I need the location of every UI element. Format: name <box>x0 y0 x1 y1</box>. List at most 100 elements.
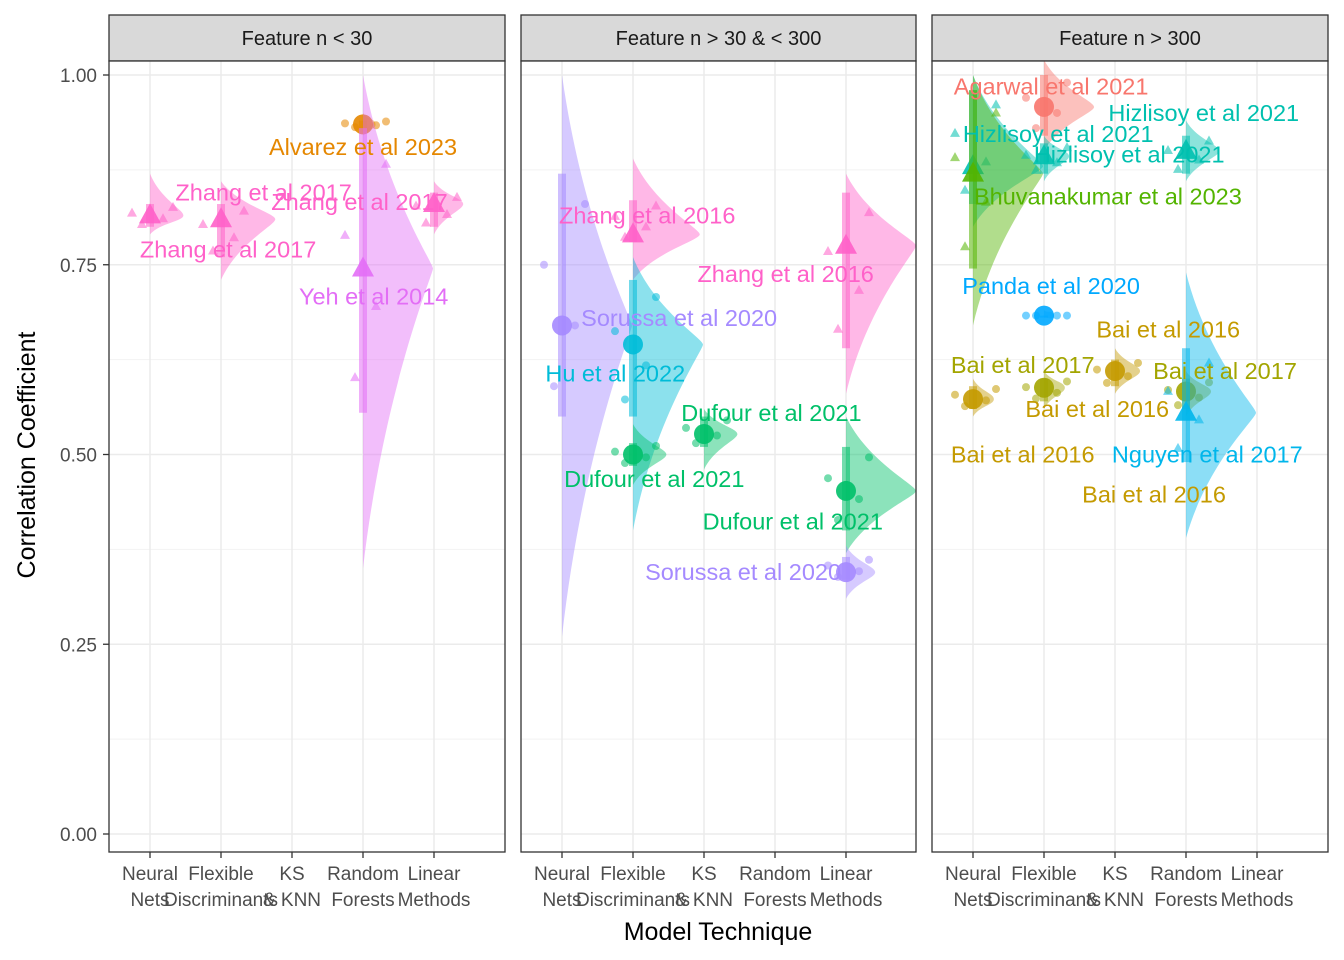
study-label: Bai et al 2016 <box>951 442 1095 468</box>
raw-point <box>1174 401 1182 410</box>
x-tick-label: Linear <box>1231 864 1284 885</box>
study-label: Hizlisoy et al 2021 <box>1034 142 1225 168</box>
mean-point <box>835 233 857 254</box>
study-label: Hizlisoy et al 2021 <box>963 121 1154 147</box>
mean-point <box>1105 361 1125 382</box>
raw-point <box>960 184 970 194</box>
x-tick-label: KS <box>1102 864 1127 885</box>
x-tick-label: Random <box>739 864 811 885</box>
study-label: Zhang et al 2016 <box>559 202 735 228</box>
raw-point <box>833 323 843 333</box>
violin-shape <box>1115 348 1141 394</box>
study-label: Bai et al 2016 <box>1096 316 1240 342</box>
raw-point <box>960 241 970 251</box>
study-label: Bai et al 2017 <box>1153 358 1297 384</box>
y-tick-label: 1.00 <box>60 66 97 87</box>
violin-shape <box>633 257 703 531</box>
mean-point <box>962 161 984 182</box>
raw-point <box>652 441 660 450</box>
study-label: Bhuvanakumar et al 2023 <box>974 183 1242 209</box>
mean-point <box>836 562 856 583</box>
violin-shape <box>846 173 916 394</box>
study-label: Panda et al 2020 <box>962 273 1140 299</box>
raw-point <box>723 416 731 425</box>
study-label: Bai et al 2017 <box>951 352 1095 378</box>
raw-point <box>641 221 651 231</box>
mean-point <box>836 480 856 501</box>
raw-point <box>854 284 864 294</box>
plot-background <box>109 61 505 852</box>
violin-shape <box>973 75 1043 326</box>
study-label: Sorussa et al 2020 <box>581 305 777 331</box>
facet-title: Feature n > 300 <box>1059 28 1201 50</box>
study-label: Alvarez et al 2023 <box>269 134 457 160</box>
raw-point <box>1134 358 1142 367</box>
x-tick-label: Forests <box>331 890 394 911</box>
raw-point <box>1173 163 1183 173</box>
raw-point <box>950 127 960 137</box>
study-label: Bai et al 2016 <box>1025 396 1169 422</box>
study-label: Zhang et al 2016 <box>697 261 873 287</box>
study-label: Zhang et al 2017 <box>271 189 447 215</box>
raw-point <box>158 213 168 223</box>
x-tick-label: Forests <box>1154 890 1217 911</box>
violin-shape <box>704 408 738 470</box>
mean-point <box>694 424 714 445</box>
raw-point <box>168 201 178 211</box>
raw-point <box>350 372 360 382</box>
violin-shape <box>562 75 632 637</box>
raw-point <box>452 191 462 201</box>
plot-background <box>932 61 1328 852</box>
x-tick-label: Nets <box>953 890 992 911</box>
panel-border <box>108 60 506 853</box>
raw-point <box>611 447 619 456</box>
study-label: Nguyen et al 2017 <box>1112 442 1303 468</box>
interval-bar <box>629 200 637 242</box>
mean-point <box>622 222 644 243</box>
facet-title: Feature n > 30 & < 300 <box>616 28 822 50</box>
x-tick-label: Nets <box>542 890 581 911</box>
raw-point <box>865 555 873 564</box>
raw-point <box>855 495 863 504</box>
x-tick-label: Discriminants <box>576 890 690 911</box>
y-tick-label: 0.25 <box>60 635 97 656</box>
raw-point <box>1204 357 1214 367</box>
raw-point <box>1173 442 1183 452</box>
mean-point <box>1034 305 1054 326</box>
mean-point <box>1034 96 1054 117</box>
violin-shape <box>1186 272 1256 538</box>
facet-panel: Feature n > 30 & < 300 Zhang et al 2016 Zh… <box>520 14 917 911</box>
mean-point <box>210 207 232 228</box>
raw-point <box>1032 394 1040 403</box>
raw-point <box>1063 78 1071 87</box>
raw-point <box>642 453 650 462</box>
raw-point <box>713 431 721 440</box>
mean-point <box>623 334 643 355</box>
raw-point <box>341 119 349 128</box>
x-tick-label: Linear <box>820 864 873 885</box>
x-axis-title: Model Technique <box>624 918 813 946</box>
raw-point <box>1163 385 1173 395</box>
study-label: Agarwal et al 2021 <box>954 73 1149 99</box>
x-tick-label: Flexible <box>600 864 665 885</box>
violin-shape <box>973 75 1043 227</box>
interval-bar <box>558 173 566 417</box>
facet-panel: Feature n > 300 Agarwal et al 2021 Hizliso… <box>931 14 1329 911</box>
raw-point <box>1063 377 1071 386</box>
x-tick-label: & KNN <box>675 890 733 911</box>
raw-point <box>382 117 390 126</box>
raw-point <box>611 327 619 336</box>
x-tick-label: Flexible <box>188 864 253 885</box>
x-tick-label: Random <box>1150 864 1222 885</box>
study-label: Yeh et al 2014 <box>299 284 448 310</box>
raw-point <box>137 218 147 228</box>
raw-point <box>1124 372 1132 381</box>
study-label: Dufour et al 2021 <box>681 400 861 426</box>
x-tick-label: Forests <box>743 890 806 911</box>
x-tick-label: Neural <box>122 864 178 885</box>
study-label: Dufour et al 2021 <box>703 508 883 534</box>
raw-point <box>1063 311 1071 320</box>
panel-border <box>931 60 1329 853</box>
raw-point <box>372 121 380 130</box>
raw-point <box>571 321 579 330</box>
